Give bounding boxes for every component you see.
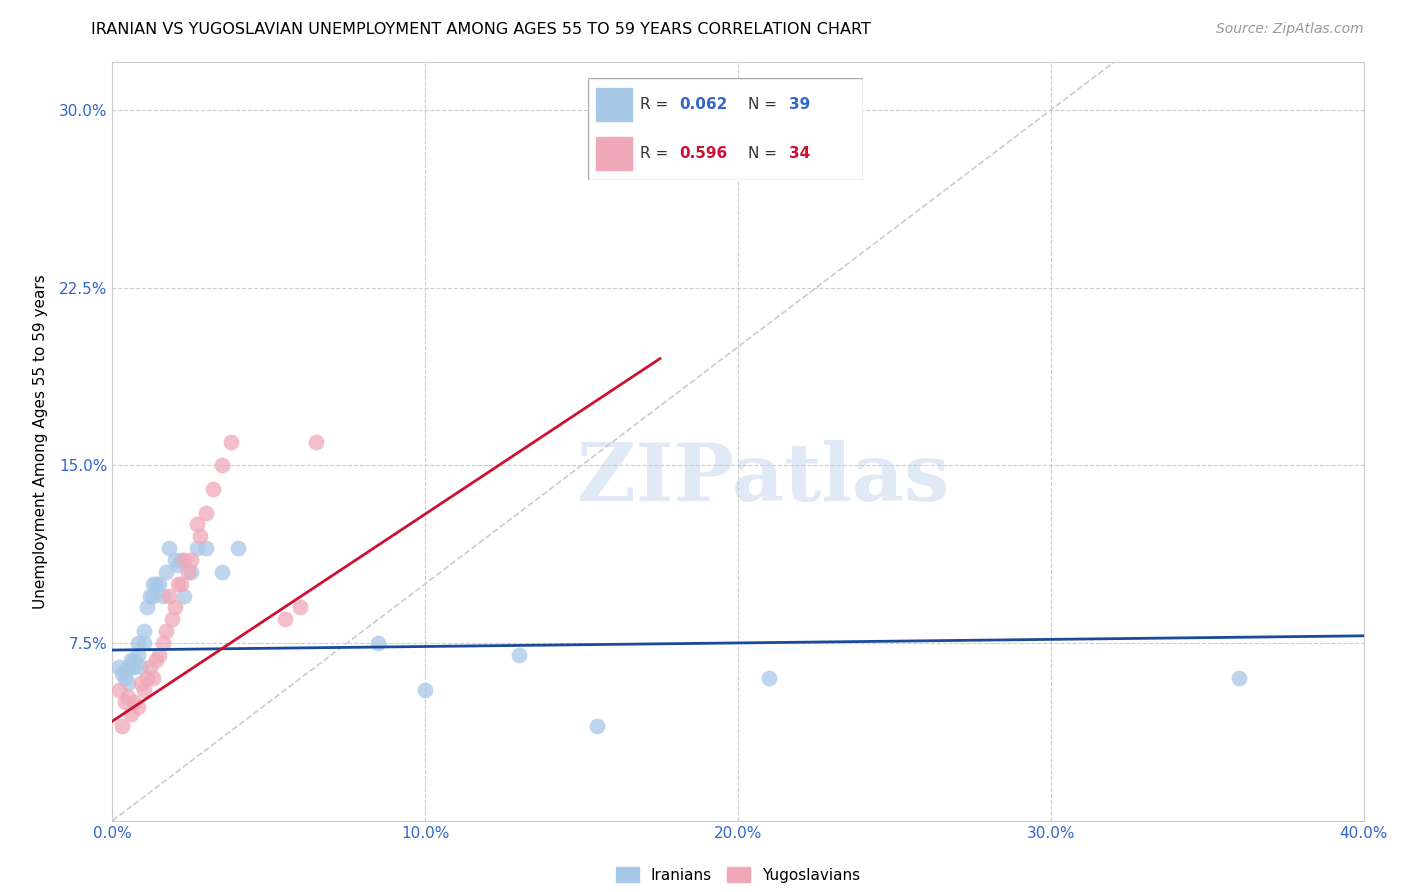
Point [167, 576, 190, 591]
Point [148, 576, 170, 591]
Point [170, 553, 193, 567]
Point [648, 162, 671, 177]
Point [107, 659, 129, 673]
Legend: Iranians, Yugoslavians: Iranians, Yugoslavians [610, 861, 866, 888]
Point [152, 589, 174, 603]
Text: ZIPatlas: ZIPatlas [576, 441, 949, 518]
Point [157, 541, 180, 556]
Point [135, 672, 157, 686]
Point [226, 541, 249, 556]
Point [117, 690, 139, 705]
Point [117, 659, 139, 673]
Point [167, 558, 190, 572]
Point [132, 624, 155, 639]
Point [211, 565, 233, 579]
Point [148, 648, 170, 662]
Point [155, 565, 177, 579]
Point [186, 517, 208, 532]
Point [127, 636, 149, 650]
Point [135, 600, 157, 615]
Point [124, 652, 146, 666]
Point [111, 666, 134, 681]
Point [163, 553, 186, 567]
Point [139, 659, 162, 673]
Point [367, 636, 389, 650]
Point [180, 565, 202, 579]
Point [142, 672, 165, 686]
Text: IRANIAN VS YUGOSLAVIAN UNEMPLOYMENT AMONG AGES 55 TO 59 YEARS CORRELATION CHART: IRANIAN VS YUGOSLAVIAN UNEMPLOYMENT AMON… [91, 22, 872, 37]
Point [127, 648, 149, 662]
Point [180, 553, 202, 567]
Point [124, 659, 146, 673]
Text: Source: ZipAtlas.com: Source: ZipAtlas.com [1216, 22, 1364, 37]
Point [114, 665, 136, 679]
Point [132, 683, 155, 698]
Point [114, 695, 136, 709]
Point [201, 482, 224, 496]
Point [132, 636, 155, 650]
Point [1227, 672, 1250, 686]
Point [188, 529, 211, 543]
Point [139, 589, 162, 603]
Point [273, 612, 295, 626]
Point [145, 652, 167, 666]
Point [107, 683, 129, 698]
Y-axis label: Unemployment Among Ages 55 to 59 years: Unemployment Among Ages 55 to 59 years [32, 274, 48, 609]
Point [186, 541, 208, 556]
Point [120, 652, 142, 666]
Point [120, 706, 142, 721]
Point [160, 612, 183, 626]
Point [152, 636, 174, 650]
Point [586, 719, 609, 733]
Point [176, 565, 198, 579]
Point [145, 576, 167, 591]
Point [290, 600, 312, 615]
Point [111, 719, 134, 733]
Point [508, 648, 530, 662]
Point [114, 672, 136, 686]
Point [173, 553, 195, 567]
Point [163, 600, 186, 615]
Point [221, 434, 243, 449]
Point [211, 458, 233, 473]
Point [170, 576, 193, 591]
Point [127, 699, 149, 714]
Point [142, 576, 165, 591]
Point [120, 659, 142, 673]
Point [124, 695, 146, 709]
Point [157, 589, 180, 603]
Point [117, 676, 139, 690]
Point [129, 676, 152, 690]
Point [129, 659, 152, 673]
Point [155, 624, 177, 639]
Point [758, 672, 780, 686]
Point [195, 541, 218, 556]
Point [415, 683, 437, 698]
Point [305, 434, 328, 449]
Point [195, 506, 218, 520]
Point [173, 589, 195, 603]
Point [142, 589, 165, 603]
